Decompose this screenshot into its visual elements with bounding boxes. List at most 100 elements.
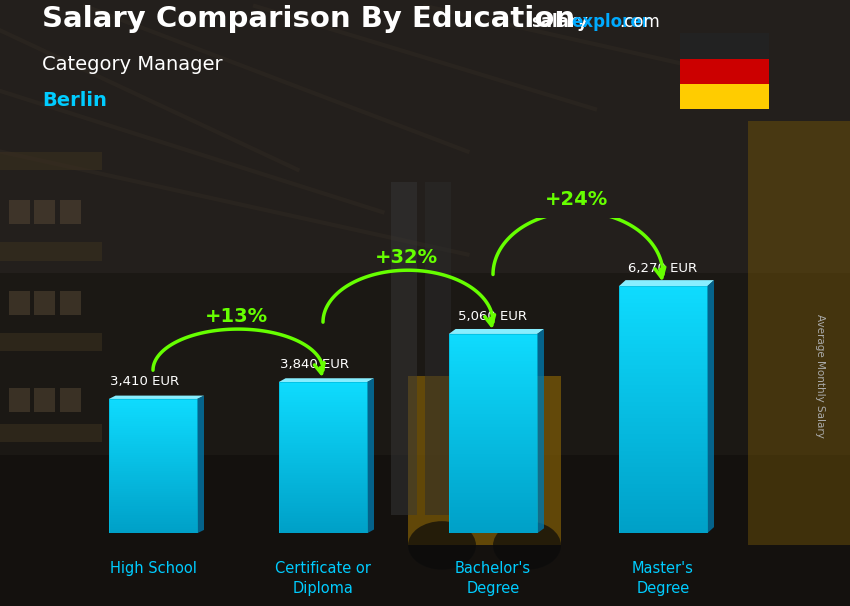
Bar	[449, 450, 537, 453]
Bar	[449, 447, 537, 450]
Bar	[0, 424, 102, 442]
Bar	[619, 521, 707, 525]
Bar	[109, 446, 197, 448]
Bar	[449, 334, 537, 338]
Bar	[449, 370, 537, 374]
Bar	[279, 523, 367, 526]
Bar	[279, 498, 367, 501]
Bar	[279, 475, 367, 478]
Bar	[449, 487, 537, 490]
Polygon shape	[537, 329, 544, 533]
Bar	[619, 311, 707, 315]
Bar	[109, 513, 197, 515]
Bar	[449, 354, 537, 357]
Bar	[449, 347, 537, 351]
Bar	[449, 516, 537, 520]
Bar	[449, 397, 537, 401]
Bar	[619, 331, 707, 336]
Text: +32%: +32%	[375, 248, 439, 267]
Bar	[279, 508, 367, 511]
Bar	[619, 504, 707, 508]
Bar	[279, 483, 367, 485]
Bar	[109, 518, 197, 520]
Bar	[109, 462, 197, 464]
Text: +24%: +24%	[545, 190, 609, 208]
Bar	[619, 529, 707, 533]
Bar	[279, 405, 367, 407]
Bar	[449, 504, 537, 507]
Bar	[109, 502, 197, 504]
Bar	[619, 381, 707, 385]
Bar	[0, 0, 850, 273]
Text: salary: salary	[531, 13, 588, 32]
Bar	[8, 200, 30, 224]
Bar	[279, 420, 367, 422]
Text: Category Manager: Category Manager	[42, 55, 223, 74]
Bar	[109, 441, 197, 444]
Bar	[449, 480, 537, 484]
Bar	[449, 424, 537, 427]
Bar	[619, 336, 707, 340]
Bar	[109, 504, 197, 507]
Bar	[109, 399, 197, 401]
Circle shape	[408, 521, 476, 570]
Text: +13%: +13%	[205, 307, 269, 326]
Bar	[279, 445, 367, 448]
Bar	[449, 361, 537, 364]
Bar	[279, 510, 367, 513]
Bar	[449, 444, 537, 447]
Bar	[109, 468, 197, 471]
Bar	[619, 435, 707, 439]
Bar	[279, 412, 367, 415]
Bar	[279, 399, 367, 402]
Bar	[279, 518, 367, 521]
Bar	[279, 488, 367, 490]
Bar	[449, 453, 537, 457]
Bar	[109, 475, 197, 478]
Text: Average Monthly Salary: Average Monthly Salary	[815, 314, 825, 438]
Bar	[425, 182, 450, 515]
Bar	[449, 344, 537, 347]
Bar	[619, 307, 707, 311]
Bar	[279, 516, 367, 518]
Bar	[619, 327, 707, 331]
Bar	[109, 399, 197, 533]
Bar	[449, 530, 537, 533]
Bar	[109, 507, 197, 508]
Bar	[619, 525, 707, 529]
Bar	[449, 477, 537, 480]
Bar	[619, 348, 707, 352]
Text: Berlin: Berlin	[42, 91, 107, 110]
Bar	[279, 493, 367, 496]
Bar	[109, 453, 197, 455]
Polygon shape	[279, 378, 374, 382]
Polygon shape	[449, 329, 544, 334]
Bar	[279, 473, 367, 475]
Bar	[109, 433, 197, 435]
Bar	[109, 486, 197, 488]
Bar	[619, 299, 707, 303]
Text: Master's
Degree: Master's Degree	[632, 561, 694, 596]
Bar	[619, 398, 707, 402]
Bar	[109, 508, 197, 511]
Bar	[449, 427, 537, 430]
Polygon shape	[707, 280, 714, 533]
Bar	[279, 390, 367, 392]
Bar	[449, 520, 537, 524]
Bar	[279, 513, 367, 516]
Bar	[449, 394, 537, 397]
Bar	[279, 438, 367, 440]
Bar	[109, 529, 197, 531]
Bar	[449, 457, 537, 460]
Bar	[279, 430, 367, 433]
Bar	[109, 515, 197, 518]
Bar	[619, 295, 707, 299]
Bar	[619, 459, 707, 464]
Bar	[619, 385, 707, 389]
Text: Salary Comparison By Education: Salary Comparison By Education	[42, 5, 575, 33]
Bar	[279, 425, 367, 427]
Bar	[449, 510, 537, 513]
Bar	[279, 402, 367, 405]
Bar	[449, 387, 537, 390]
Bar	[391, 182, 416, 515]
